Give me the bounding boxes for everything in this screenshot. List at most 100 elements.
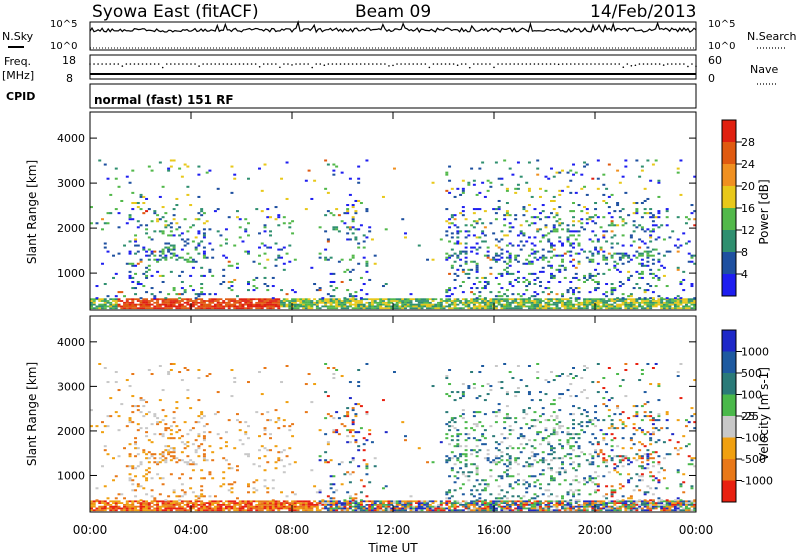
power-cell bbox=[139, 283, 143, 286]
power-cell bbox=[101, 262, 104, 265]
power-cell bbox=[235, 301, 239, 304]
velocity-cell bbox=[357, 505, 361, 508]
velocity-cell bbox=[291, 507, 295, 510]
velocity-cell bbox=[527, 485, 531, 488]
velocity-cell bbox=[224, 503, 228, 506]
power-cell bbox=[547, 250, 551, 253]
power-cell bbox=[525, 262, 529, 265]
freq-tick-top: 18 bbox=[62, 54, 76, 67]
power-cell bbox=[646, 301, 650, 304]
velocity-cell bbox=[550, 493, 553, 496]
power-cell bbox=[200, 307, 204, 310]
velocity-cell bbox=[183, 447, 187, 450]
power-cell bbox=[219, 234, 223, 237]
nave-point bbox=[275, 63, 277, 65]
power-cell bbox=[241, 300, 245, 302]
power-cell bbox=[530, 300, 534, 302]
velocity-cell bbox=[197, 445, 201, 448]
velocity-cell bbox=[511, 502, 515, 504]
velocity-cell bbox=[538, 503, 542, 506]
power-cell bbox=[370, 305, 374, 308]
velocity-cell bbox=[566, 453, 570, 456]
power-cell bbox=[505, 305, 509, 308]
velocity-cell bbox=[235, 497, 239, 500]
power-cell bbox=[497, 303, 501, 306]
velocity-cell bbox=[186, 455, 190, 458]
power-cell bbox=[346, 268, 350, 271]
velocity-cell bbox=[274, 505, 278, 508]
power-cell bbox=[492, 258, 496, 261]
power-cell bbox=[448, 226, 452, 229]
velocity-cell bbox=[321, 502, 325, 504]
nave-point bbox=[497, 63, 499, 65]
velocity-cell bbox=[180, 483, 184, 486]
power-cell bbox=[500, 252, 504, 255]
power-cell bbox=[544, 189, 548, 192]
velocity-cell bbox=[583, 453, 587, 456]
power-cell bbox=[280, 256, 284, 259]
power-cell bbox=[103, 246, 107, 249]
power-cell bbox=[646, 298, 650, 301]
power-cell bbox=[508, 226, 512, 229]
velocity-cell bbox=[605, 505, 609, 508]
velocity-cell bbox=[572, 507, 575, 510]
velocity-cell bbox=[390, 507, 394, 510]
power-cell bbox=[533, 216, 537, 219]
power-cell bbox=[624, 307, 628, 310]
velocity-cell bbox=[605, 507, 609, 510]
power-cell bbox=[337, 305, 341, 308]
power-cell bbox=[624, 298, 628, 301]
power-cell bbox=[472, 212, 476, 215]
velocity-cell bbox=[164, 461, 168, 464]
power-cell bbox=[197, 173, 201, 176]
power-cell bbox=[503, 305, 507, 308]
velocity-cell bbox=[346, 441, 350, 444]
power-cell bbox=[657, 179, 661, 182]
power-cell bbox=[370, 307, 374, 310]
power-cell bbox=[572, 224, 575, 227]
velocity-cell bbox=[230, 467, 234, 470]
power-cell bbox=[131, 276, 135, 279]
velocity-cell bbox=[156, 463, 160, 466]
power-cell bbox=[197, 212, 201, 215]
power-cell bbox=[211, 274, 215, 277]
power-cell bbox=[494, 260, 498, 263]
velocity-cell bbox=[227, 505, 231, 508]
velocity-cell bbox=[516, 500, 520, 503]
velocity-cell bbox=[321, 499, 325, 502]
power-cell bbox=[172, 234, 176, 237]
velocity-cell bbox=[235, 502, 239, 504]
power-cell bbox=[610, 303, 614, 306]
power-cell bbox=[550, 300, 553, 302]
power-cell bbox=[145, 266, 149, 269]
velocity-cell bbox=[337, 417, 341, 420]
power-cell bbox=[522, 305, 526, 308]
velocity-cell bbox=[558, 409, 562, 412]
velocity-cell bbox=[450, 391, 454, 394]
velocity-cell bbox=[125, 379, 129, 382]
velocity-cell bbox=[569, 373, 573, 376]
power-cell bbox=[552, 208, 556, 211]
power-cell bbox=[263, 244, 267, 247]
velocity-cell bbox=[558, 443, 562, 446]
velocity-cell bbox=[464, 503, 468, 506]
power-cell bbox=[183, 244, 187, 247]
velocity-cell bbox=[456, 457, 460, 460]
power-cell bbox=[376, 298, 380, 301]
velocity-cell bbox=[500, 497, 504, 500]
power-cell bbox=[348, 258, 352, 261]
power-cell bbox=[354, 301, 358, 304]
velocity-cell bbox=[324, 500, 328, 503]
power-cell bbox=[136, 283, 140, 286]
velocity-cell bbox=[508, 371, 512, 374]
velocity-cell bbox=[387, 503, 391, 506]
velocity-cell bbox=[605, 509, 609, 512]
power-cell bbox=[263, 224, 267, 227]
power-cell bbox=[164, 305, 168, 308]
velocity-cell bbox=[552, 403, 556, 406]
power-cell bbox=[475, 220, 479, 223]
power-cell bbox=[169, 248, 173, 251]
nave-point bbox=[129, 63, 132, 65]
power-cell bbox=[464, 224, 468, 227]
